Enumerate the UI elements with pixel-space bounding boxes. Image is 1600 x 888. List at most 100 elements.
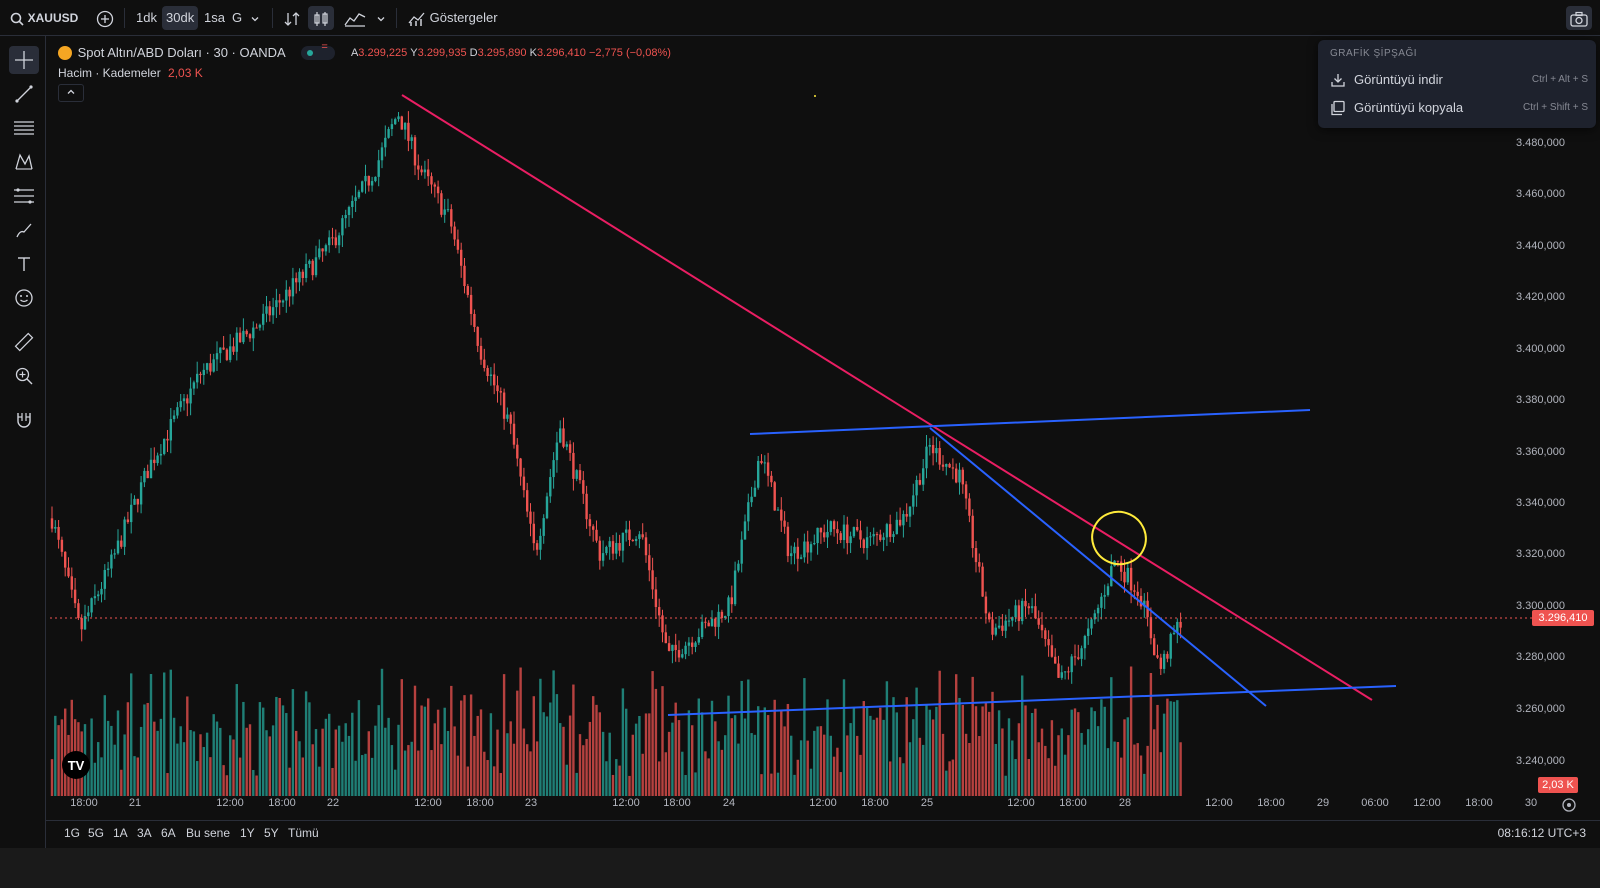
volume-bar — [344, 723, 347, 796]
candle-body — [859, 530, 862, 540]
candle-body — [163, 438, 166, 454]
range-1y[interactable]: 1Y — [240, 826, 255, 840]
volume-bar — [166, 773, 169, 796]
candle-body — [344, 215, 347, 219]
volume-bar — [50, 759, 54, 796]
magnet-tool[interactable] — [9, 406, 39, 434]
candle-body — [1070, 656, 1073, 673]
volume-bar — [1040, 728, 1044, 796]
text-tool[interactable] — [9, 250, 39, 278]
chart-type-candles-button[interactable] — [308, 6, 334, 30]
candle-body — [1073, 656, 1077, 658]
candle-body — [413, 137, 417, 166]
candle-body — [733, 570, 737, 605]
range-5d[interactable]: 5G — [88, 826, 105, 840]
range-1d[interactable]: 1G — [64, 826, 81, 840]
trendline-blue-upper[interactable] — [749, 409, 1311, 435]
volume-bar — [248, 724, 252, 796]
candle-body — [275, 300, 278, 308]
candle-body — [750, 496, 753, 503]
candle-body — [1156, 655, 1159, 658]
candle-body — [651, 570, 654, 590]
range-5y[interactable]: 5Y — [264, 826, 279, 840]
chart-type-area-button[interactable] — [340, 6, 370, 30]
candle-body — [1116, 560, 1120, 562]
candle-body — [730, 597, 733, 605]
candle-body — [717, 611, 720, 627]
emoji-tool[interactable] — [9, 284, 39, 312]
candle-body — [532, 523, 535, 544]
copy-image-item[interactable]: Görüntüyü kopyala Ctrl + Shift + S — [1318, 95, 1596, 121]
settings-icon[interactable] — [1562, 798, 1576, 812]
ruler-tool[interactable] — [9, 328, 39, 356]
volume-bar — [476, 715, 479, 796]
bar-replay-button[interactable] — [280, 6, 304, 30]
interval-dropdown[interactable] — [246, 6, 264, 30]
volume-bar — [770, 773, 773, 796]
brush-tool[interactable] — [9, 216, 39, 244]
range-all[interactable]: Tümü — [288, 826, 319, 840]
symbol-search-button[interactable]: XAUUSD — [6, 6, 82, 30]
volume-bar — [311, 744, 314, 796]
range-3m[interactable]: 3A — [137, 826, 152, 840]
compare-add-button[interactable] — [92, 6, 118, 30]
camera-icon — [1570, 11, 1588, 27]
candle-body — [908, 506, 912, 517]
interval-1m[interactable]: 1dk — [136, 10, 157, 25]
volume-bar — [958, 697, 961, 796]
volume-bar — [301, 757, 304, 796]
close-label: K — [529, 46, 537, 59]
candle-body — [1139, 595, 1143, 607]
volume-bar — [321, 728, 324, 796]
time-tick: 28 — [1118, 797, 1132, 809]
candle-body — [747, 502, 750, 522]
volume-label[interactable]: Hacim · Kademeler — [58, 65, 161, 80]
pattern-tool[interactable] — [9, 148, 39, 176]
range-1m[interactable]: 1A — [113, 826, 128, 840]
volume-bar — [417, 750, 420, 796]
candle-body — [420, 169, 423, 173]
range-ytd[interactable]: Bu sene — [186, 826, 231, 840]
download-image-item[interactable]: Görüntüyü indir Ctrl + Alt + S — [1318, 67, 1596, 93]
volume-bar — [235, 684, 238, 796]
candle-body — [809, 544, 813, 553]
snapshot-button[interactable] — [1566, 6, 1592, 30]
range-6m[interactable]: 6A — [161, 826, 176, 840]
candle-body — [1007, 620, 1011, 622]
interval-30m[interactable]: 30dk — [162, 6, 199, 30]
volume-bar — [743, 718, 747, 796]
horizontal-lines-tool[interactable] — [9, 114, 39, 142]
volume-bar — [413, 685, 417, 796]
highlight-ellipse[interactable] — [1084, 503, 1155, 573]
volume-bar — [908, 742, 912, 796]
volume-bar — [1080, 732, 1083, 796]
trendline-tool[interactable] — [9, 80, 39, 108]
tradingview-logo[interactable]: TV — [62, 751, 90, 779]
trendline-red-descending[interactable] — [401, 94, 1373, 701]
trendline-blue-lower[interactable] — [667, 685, 1397, 716]
crosshair-tool[interactable] — [9, 46, 39, 74]
volume-bar — [1060, 728, 1063, 796]
trendline-blue-descending[interactable] — [929, 427, 1267, 707]
volume-bar — [374, 725, 377, 796]
zoom-tool[interactable] — [9, 362, 39, 390]
volume-bar — [469, 694, 473, 796]
market-status-badge[interactable]: = — [301, 41, 336, 60]
chart-type-dropdown[interactable] — [372, 6, 390, 30]
candle-body — [872, 534, 875, 537]
volume-bar — [443, 707, 446, 796]
collapse-legend-button[interactable] — [58, 83, 84, 102]
interval-1d[interactable]: G — [232, 10, 243, 25]
interval-1h[interactable]: 1sa — [204, 10, 225, 25]
candle-body — [565, 444, 568, 447]
candle-body — [433, 184, 436, 187]
fib-tool[interactable] — [9, 182, 39, 210]
indicators-button[interactable]: Göstergeler — [404, 6, 502, 30]
legend-title[interactable]: Spot Altın/ABD Doları · 30 · OANDA — [77, 45, 286, 61]
volume-bar — [889, 761, 892, 796]
candle-body — [384, 137, 387, 148]
volume-bar — [684, 775, 687, 796]
candle-body — [1034, 606, 1037, 619]
clock-timezone[interactable]: 08:16:12 UTC+3 — [1497, 826, 1586, 840]
